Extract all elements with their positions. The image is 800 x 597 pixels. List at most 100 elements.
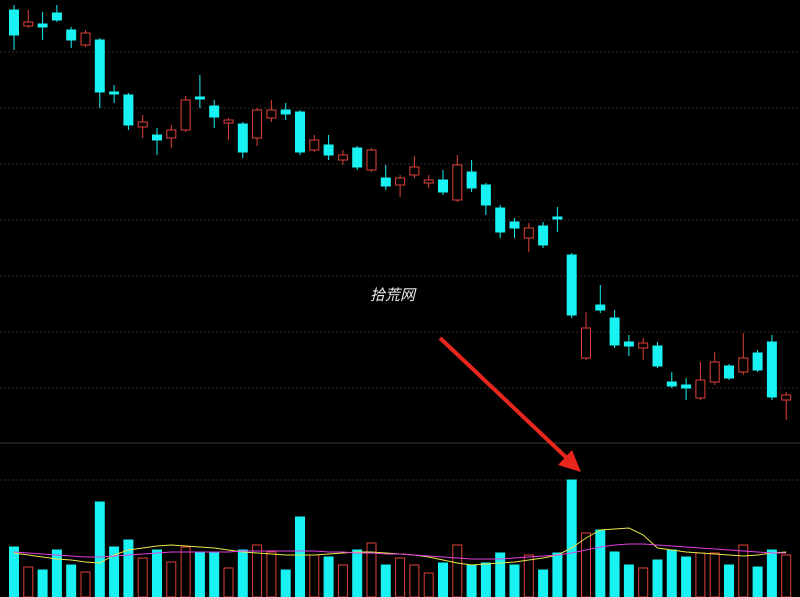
volume-bar <box>94 501 105 597</box>
volume-bar <box>237 549 248 597</box>
volume-bar <box>724 564 734 597</box>
candle-body <box>37 23 48 28</box>
candle-body <box>666 381 677 387</box>
candle-body <box>609 317 620 346</box>
volume-bar <box>581 532 591 597</box>
volume-bar <box>266 551 277 597</box>
price-panel <box>9 5 792 420</box>
volume-bar <box>166 561 177 597</box>
candle-body <box>781 394 792 401</box>
volume-bar <box>752 566 763 597</box>
volume-bar <box>423 572 434 597</box>
volume-bar <box>638 567 649 597</box>
volume-bar <box>766 549 777 597</box>
volume-bar <box>438 562 448 597</box>
candle-body <box>266 109 277 119</box>
candle-body <box>752 352 763 371</box>
candle-body <box>237 123 248 153</box>
candle-body <box>109 91 120 95</box>
volume-bar <box>709 552 720 597</box>
volume-bar <box>380 564 391 597</box>
candle-body <box>9 9 19 36</box>
volume-bar <box>323 556 334 597</box>
volume-bar <box>37 569 48 597</box>
candle-body <box>295 111 305 153</box>
candle-body <box>581 327 591 359</box>
candle-body <box>80 32 91 46</box>
volume-bar <box>509 564 520 597</box>
volume-bar <box>309 554 320 597</box>
candle-body <box>623 341 634 347</box>
candle-body <box>94 39 105 93</box>
volume-bar <box>252 544 263 597</box>
volume-bar <box>495 552 506 597</box>
volume-bar <box>452 544 463 597</box>
volume-bar <box>23 566 34 597</box>
candle-body <box>209 105 220 118</box>
volume-bar <box>652 559 663 597</box>
candle-body <box>566 254 577 316</box>
candle-body <box>323 144 334 156</box>
volume-bar <box>137 557 148 597</box>
volume-bar <box>681 556 692 597</box>
volume-bar <box>123 539 134 597</box>
candle-body <box>466 171 477 189</box>
volume-bar <box>194 551 205 597</box>
volume-bar <box>395 557 406 597</box>
volume-bar <box>51 549 62 597</box>
candle-body <box>123 94 134 126</box>
volume-bar <box>466 564 477 597</box>
volume-ma-line <box>13 543 787 560</box>
volume-bar <box>595 529 606 597</box>
candle-body <box>137 121 148 128</box>
candle-body <box>695 379 706 399</box>
candle-body <box>352 147 363 168</box>
candle-body <box>709 361 720 383</box>
arrow-head <box>558 450 581 472</box>
candle-body <box>452 164 463 201</box>
candle-body <box>337 154 348 161</box>
candle-body <box>409 166 420 176</box>
volume-bar <box>552 552 563 597</box>
candle-body <box>51 12 62 21</box>
candle-body <box>309 139 320 151</box>
candle-body <box>23 21 34 27</box>
candle-body <box>681 384 692 389</box>
candle-body <box>66 29 77 41</box>
candle-body <box>166 129 177 139</box>
candle-body <box>652 345 663 367</box>
arrow-shaft <box>438 336 572 463</box>
candle-body <box>438 179 448 193</box>
volume-bar <box>738 544 749 597</box>
volume-panel <box>9 479 792 597</box>
volume-bar <box>152 549 162 597</box>
candle-body <box>194 96 205 100</box>
volume-bar <box>538 569 549 597</box>
candle-body <box>223 119 234 124</box>
candle-body <box>395 177 406 186</box>
volume-bar <box>109 546 120 597</box>
candle-body <box>523 227 534 239</box>
candle-body <box>724 365 734 379</box>
candle-body <box>738 357 749 373</box>
candle-body <box>538 225 549 246</box>
volume-bar <box>666 549 677 597</box>
candle-body <box>152 134 162 141</box>
volume-bar <box>566 479 577 597</box>
volume-bar <box>280 569 291 597</box>
volume-bar <box>209 552 220 597</box>
candle-body <box>638 342 649 349</box>
volume-bar <box>337 564 348 597</box>
volume-bar <box>352 549 363 597</box>
volume-bar <box>409 564 420 597</box>
candle-body <box>180 99 191 131</box>
candle-body <box>423 179 434 184</box>
volume-bar <box>9 546 19 597</box>
candle-body <box>595 304 606 311</box>
volume-bar <box>523 554 534 597</box>
volume-bar <box>609 551 620 597</box>
watermark: 拾荒网 <box>370 286 417 304</box>
candle-body <box>509 221 520 229</box>
